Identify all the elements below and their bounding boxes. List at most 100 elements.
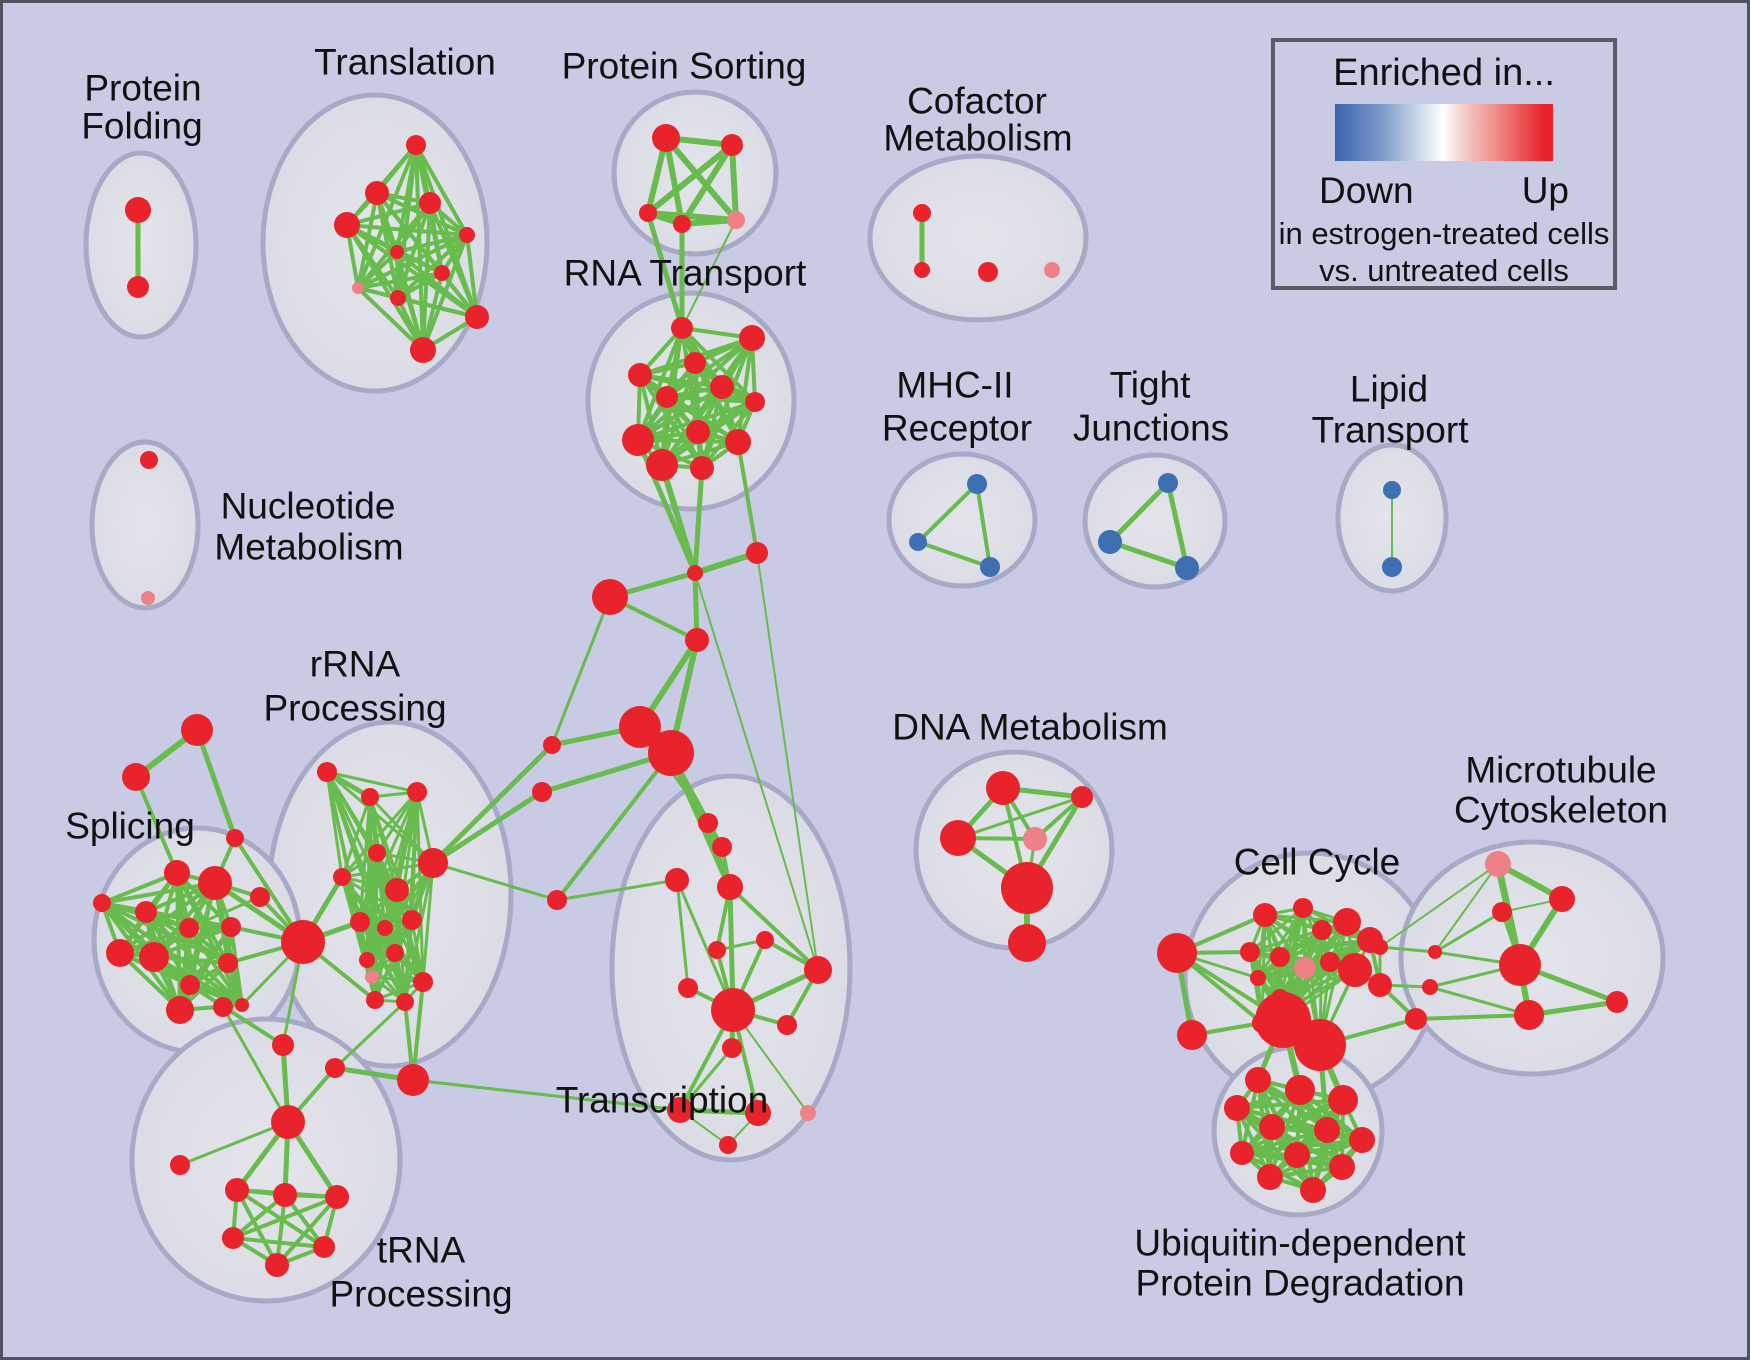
network-node	[1606, 991, 1628, 1013]
network-edge	[956, 795, 1084, 840]
network-node	[361, 788, 379, 806]
network-node	[711, 988, 755, 1032]
cluster-label-dna-metabolism: DNA Metabolism	[892, 707, 1168, 748]
network-node	[685, 628, 709, 652]
network-node	[407, 782, 427, 802]
network-edge	[1378, 945, 1437, 954]
network-edge-translation	[414, 143, 469, 237]
cluster-label-rna-transport: RNA Transport	[564, 253, 807, 294]
network-edge	[916, 482, 979, 544]
network-edge-rrna-processing	[340, 795, 372, 879]
network-node	[1253, 903, 1277, 927]
network-node	[281, 920, 325, 964]
network-edge	[675, 878, 735, 1012]
network-edge	[675, 878, 690, 990]
network-edge	[221, 1005, 290, 1124]
cluster-label-microtubule-cytoskeleton: Cytoskeleton	[1454, 790, 1668, 831]
legend-subtitle-line2: vs. untreated cells	[1319, 253, 1569, 288]
network-node	[671, 317, 693, 339]
cluster-label-protein-folding: Protein	[84, 68, 201, 109]
network-node	[180, 975, 200, 995]
network-node	[1349, 1127, 1375, 1153]
network-edge-rrna-processing	[365, 958, 407, 1004]
network-edge	[694, 572, 819, 971]
network-node	[710, 375, 734, 399]
network-node	[213, 997, 233, 1017]
network-node	[639, 204, 657, 222]
network-edge-rrna-processing	[410, 918, 425, 984]
cluster-label-trna-processing: tRNA	[377, 1230, 466, 1271]
legend-subtitle-line1: in estrogen-treated cells	[1278, 216, 1610, 251]
network-node	[1259, 1114, 1285, 1140]
network-node	[1492, 902, 1512, 922]
network-edge-translation	[356, 250, 399, 290]
network-node	[940, 820, 976, 856]
legend-up-label: Up	[1521, 170, 1569, 211]
network-node	[1312, 920, 1332, 940]
cluster-label-splicing: Splicing	[65, 806, 195, 847]
network-edge	[1434, 863, 1499, 953]
network-node	[325, 1185, 349, 1209]
network-node	[913, 204, 931, 222]
network-node	[397, 1064, 429, 1096]
network-node	[166, 996, 194, 1024]
network-node	[665, 868, 689, 892]
network-edge	[678, 1046, 734, 1112]
cluster-label-protein-sorting: Protein Sorting	[562, 46, 807, 87]
network-node	[708, 941, 726, 959]
network-node	[413, 972, 433, 992]
network-node	[418, 848, 448, 878]
network-node	[265, 1253, 289, 1277]
network-edge-cell-cycle	[1256, 960, 1332, 980]
network-edge-splicing	[100, 881, 217, 905]
network-edge-splicing	[100, 871, 179, 905]
network-edge-protein-sorting	[663, 135, 739, 223]
network-edge-rrna-processing	[340, 875, 414, 922]
network-edge-translation	[395, 250, 444, 275]
network-node	[1157, 933, 1197, 973]
network-node	[406, 135, 426, 155]
cluster-ellipse-nucleotide-metabolism	[89, 439, 201, 611]
network-node	[628, 363, 652, 387]
legend-endpoint-labels: Down Up	[1319, 170, 1569, 212]
cluster-label-microtubule-cytoskeleton: Microtubule	[1465, 750, 1656, 791]
network-node	[1224, 1095, 1250, 1121]
network-node	[390, 245, 404, 259]
network-edge	[431, 861, 559, 902]
network-node	[135, 901, 157, 923]
network-edge	[187, 895, 262, 930]
cluster-label-rrna-processing: rRNA	[310, 644, 401, 685]
cluster-ellipse-trna-processing	[129, 1016, 403, 1304]
network-edge	[178, 1120, 290, 1167]
network-node	[980, 557, 1000, 577]
network-edge-rna-transport	[636, 438, 740, 444]
network-node	[164, 860, 190, 886]
network-edge	[555, 751, 673, 902]
network-node	[125, 197, 151, 223]
network-node	[914, 262, 930, 278]
network-node	[739, 325, 765, 351]
network-node	[1405, 1008, 1427, 1030]
network-edge-protein-sorting	[679, 142, 735, 227]
cluster-label-nucleotide-metabolism: Metabolism	[214, 527, 403, 568]
network-node	[365, 970, 379, 984]
network-edge-rrna-processing	[340, 790, 419, 879]
network-edge	[1165, 480, 1190, 571]
network-node	[1284, 1142, 1310, 1168]
network-node	[273, 1183, 297, 1207]
network-node	[978, 262, 998, 282]
legend-title: Enriched in...	[1333, 52, 1555, 94]
network-edge-protein-sorting	[679, 217, 739, 227]
network-node	[141, 591, 155, 605]
cluster-ellipse-cofactor-metabolism	[867, 153, 1089, 323]
network-edge	[681, 219, 737, 329]
network-edge-translation	[395, 233, 469, 254]
network-node	[1294, 1019, 1346, 1071]
network-edge-trna-ring	[275, 1195, 339, 1267]
cluster-label-lipid-transport: Lipid	[1350, 369, 1428, 410]
network-node	[271, 1105, 305, 1139]
network-node	[385, 878, 409, 902]
network-node	[721, 134, 743, 156]
cluster-ellipse-tight-junctions	[1082, 452, 1228, 590]
